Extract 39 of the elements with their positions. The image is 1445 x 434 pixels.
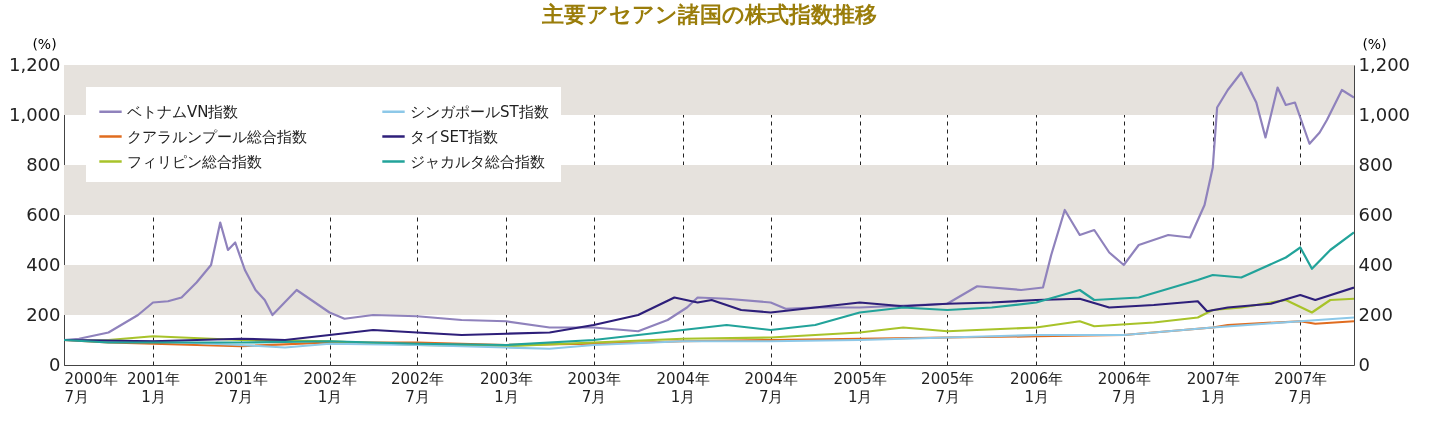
y2-tick-label: 1,200 bbox=[1358, 53, 1411, 75]
legend-label: シンガポールST指数 bbox=[410, 102, 549, 121]
y-axis-title: (%) bbox=[32, 35, 57, 52]
x-tick-label: 2004年 1月 bbox=[656, 369, 710, 406]
y-tick-label: 1,200 bbox=[8, 53, 61, 75]
chart-title: 主要アセアン諸国の株式指数推移 bbox=[540, 2, 877, 27]
y-tick-label: 200 bbox=[26, 303, 61, 325]
x-tick-label: 2003年 1月 bbox=[480, 369, 534, 406]
y2-axis-title: (%) bbox=[1362, 35, 1387, 52]
x-tick-label: 2000年 7月 bbox=[64, 369, 118, 406]
x-tick-label: 2002年 7月 bbox=[391, 369, 445, 406]
y-tick-label: 400 bbox=[26, 253, 61, 275]
x-tick-label: 2004年 7月 bbox=[744, 369, 798, 406]
y-tick-label: 0 bbox=[49, 353, 61, 375]
y2-tick-label: 400 bbox=[1358, 253, 1393, 275]
x-tick-label: 2005年 7月 bbox=[921, 369, 975, 406]
x-tick-label: 2007年 7月 bbox=[1274, 369, 1328, 406]
legend-label: タイSET指数 bbox=[410, 127, 499, 146]
y-tick-label: 800 bbox=[26, 153, 61, 175]
x-tick-label: 2007年 1月 bbox=[1186, 369, 1240, 406]
x-tick-label: 2002年 1月 bbox=[303, 369, 357, 406]
x-tick-label: 2001年 1月 bbox=[126, 369, 181, 406]
x-tick-label: 2005年 1月 bbox=[833, 369, 887, 406]
legend-label: フィリピン総合指数 bbox=[127, 152, 262, 171]
y-tick-label: 1,000 bbox=[8, 103, 61, 125]
x-tick-label: 2001年 7月 bbox=[214, 369, 268, 406]
line-series bbox=[64, 231, 1354, 347]
y2-tick-label: 1,000 bbox=[1358, 103, 1411, 125]
legend-label: ジャカルタ総合指数 bbox=[410, 152, 545, 171]
y2-tick-label: 200 bbox=[1358, 303, 1393, 325]
y2-tick-label: 600 bbox=[1358, 203, 1393, 225]
x-tick-label: 2003年 7月 bbox=[567, 369, 621, 406]
legend-label: クアラルンプール総合指数 bbox=[127, 127, 307, 146]
x-tick-label: 2006年 7月 bbox=[1097, 369, 1151, 406]
y2-tick-label: 800 bbox=[1358, 153, 1393, 175]
x-tick-label: 2006年 1月 bbox=[1010, 369, 1064, 406]
y-tick-label: 600 bbox=[26, 203, 61, 225]
y2-tick-label: 0 bbox=[1358, 353, 1370, 375]
legend-label: ベトナムVN指数 bbox=[127, 102, 239, 121]
